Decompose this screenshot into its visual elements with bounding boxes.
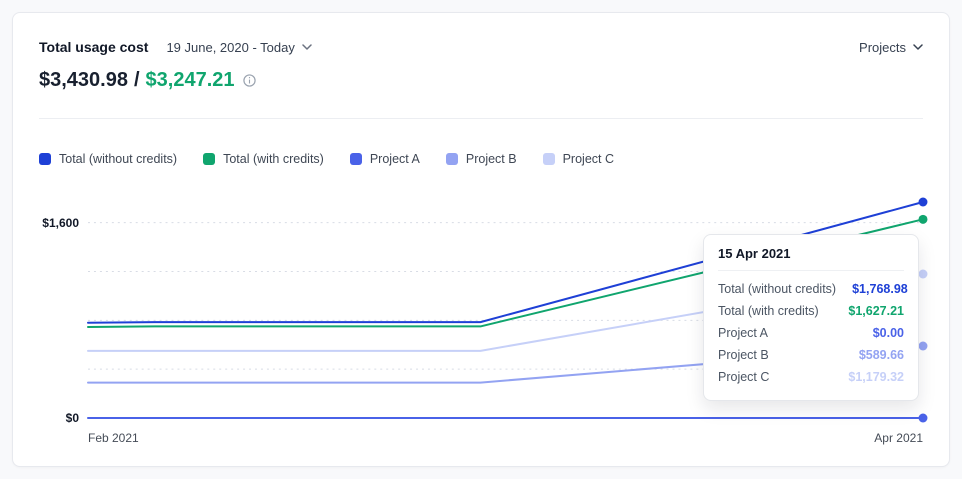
info-icon[interactable] (242, 74, 256, 87)
usage-cost-card: Total usage cost 19 June, 2020 - Today P… (12, 12, 950, 467)
projects-selector[interactable]: Projects (859, 40, 923, 55)
chevron-down-icon (913, 44, 923, 50)
chart-legend: Total (without credits) Total (with cred… (39, 118, 923, 166)
amount-without-credits: $3,430.98 (39, 69, 128, 91)
tooltip-label: Project A (718, 326, 769, 340)
legend-label: Total (without credits) (59, 152, 178, 166)
chart-container: $1,600 $0 Feb 2021 Apr 2021 15 Apr 2021 … (39, 196, 928, 445)
legend-swatch (542, 153, 555, 165)
legend-label: Project C (562, 152, 614, 166)
tooltip-value: $589.66 (858, 348, 904, 362)
tooltip-row: Project C $1,179.32 (718, 366, 904, 388)
legend-item-project-c[interactable]: Project C (542, 152, 614, 166)
series-endpoint-dot (918, 269, 928, 279)
legend-swatch (349, 153, 362, 165)
tooltip-value: $1,768.98 (852, 282, 908, 296)
x-axis-tick-end: Apr 2021 (874, 431, 923, 445)
tooltip-row: Total (with credits) $1,627.21 (718, 300, 904, 322)
series-line-total-with-credits- (88, 219, 923, 327)
legend-swatch (39, 153, 51, 165)
series-line-total-without-credits- (88, 202, 923, 323)
legend-item-project-a[interactable]: Project A (349, 152, 420, 166)
legend-item-project-b[interactable]: Project B (445, 152, 517, 166)
tooltip-value: $1,179.32 (848, 370, 904, 384)
tooltip-value: $1,627.21 (848, 304, 904, 318)
x-axis: Feb 2021 Apr 2021 (88, 431, 923, 445)
amount-separator: / (133, 69, 140, 91)
chevron-down-icon (302, 44, 312, 50)
series-endpoint-dot (918, 214, 928, 224)
page-title: Total usage cost (39, 39, 149, 55)
y-axis-tick-bottom: $0 (65, 411, 79, 425)
series-endpoint-dot (918, 341, 928, 351)
tooltip-row: Project A $0.00 (718, 322, 904, 344)
series-endpoint-dot (918, 197, 928, 207)
tooltip-label: Total (with credits) (718, 304, 819, 318)
legend-swatch (445, 153, 458, 165)
series-endpoint-dot (918, 413, 928, 423)
legend-label: Project B (465, 152, 517, 166)
tooltip-label: Project B (718, 348, 769, 362)
legend-item-total-with-credits[interactable]: Total (with credits) (203, 152, 324, 166)
y-axis-tick-top: $1,600 (42, 215, 79, 230)
legend-label: Total (with credits) (223, 152, 324, 166)
tooltip-value: $0.00 (872, 326, 904, 340)
date-range-label: 19 June, 2020 - Today (166, 39, 295, 55)
tooltip-row: Project B $589.66 (718, 344, 904, 366)
tooltip-date: 15 Apr 2021 (718, 246, 904, 271)
chart-tooltip: 15 Apr 2021 Total (without credits) $1,7… (703, 234, 919, 401)
projects-selector-label: Projects (859, 39, 906, 55)
amount-with-credits: $3,247.21 (145, 69, 235, 91)
total-amount: $3,430.98 / $3,247.21 (39, 69, 923, 92)
legend-item-total-without-credits[interactable]: Total (without credits) (39, 152, 177, 166)
legend-swatch (203, 153, 216, 165)
legend-label: Project A (369, 152, 420, 166)
card-header: Total usage cost 19 June, 2020 - Today P… (39, 39, 923, 55)
date-range-selector[interactable]: 19 June, 2020 - Today (166, 39, 312, 55)
tooltip-label: Total (without credits) (718, 282, 837, 296)
x-axis-tick-start: Feb 2021 (88, 431, 139, 445)
tooltip-label: Project C (718, 370, 770, 384)
tooltip-row: Total (without credits) $1,768.98 (718, 278, 908, 300)
